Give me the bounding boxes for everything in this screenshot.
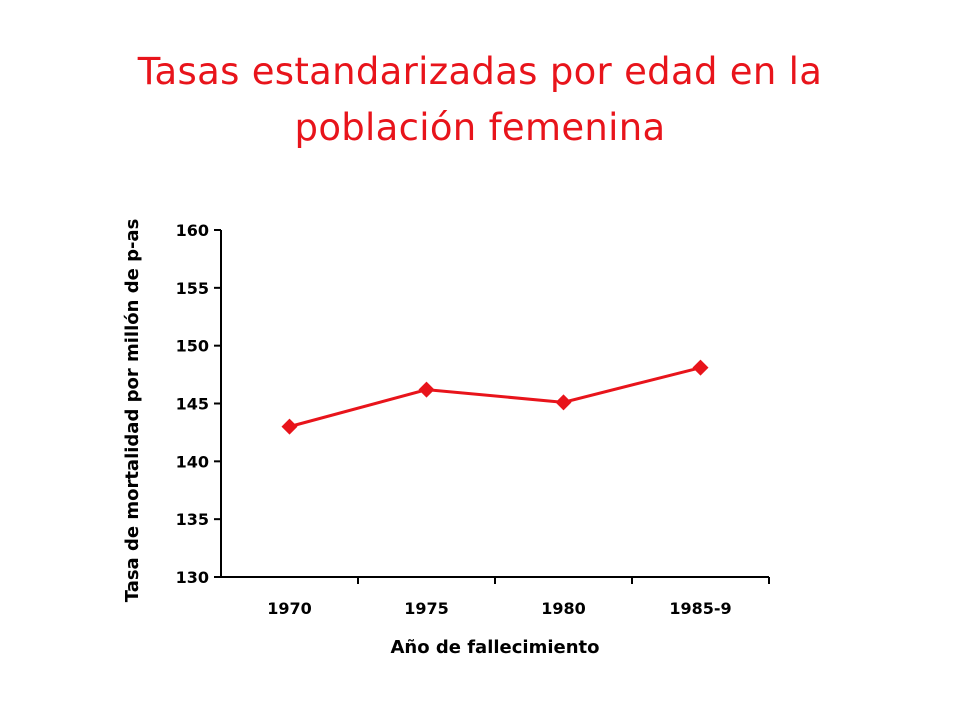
x-tick-label: 1975 [404, 599, 449, 618]
y-axis-ticks: 130 135 140 145 150 155 160 [176, 221, 221, 587]
data-point-marker [281, 418, 298, 435]
slide-title-line-1: Tasas estandarizadas por edad en la [137, 50, 823, 93]
x-axis-ticks: 1970 1975 1980 1985-9 [267, 577, 770, 618]
chart-axes [220, 230, 769, 578]
y-axis-title: Tasa de mortalidad por millón de p-as [122, 219, 143, 603]
slide-title-line-2: población femenina [294, 106, 666, 149]
x-tick-label: 1980 [541, 599, 586, 618]
y-tick-label: 130 [176, 568, 209, 587]
y-tick-label: 135 [176, 510, 209, 529]
x-tick-label: 1985-9 [669, 599, 731, 618]
slide-title: Tasas estandarizadas por edad en la pobl… [0, 44, 960, 156]
y-tick-label: 140 [176, 452, 209, 471]
series-layer [281, 359, 709, 435]
y-tick-label: 160 [176, 221, 209, 240]
data-point-marker [418, 381, 435, 398]
y-tick-label: 145 [176, 395, 209, 414]
x-axis-title: Año de fallecimiento [390, 637, 599, 658]
x-tick-label: 1970 [267, 599, 312, 618]
y-tick-label: 155 [176, 279, 209, 298]
data-point-marker [692, 359, 709, 376]
y-tick-label: 150 [176, 337, 209, 356]
data-point-marker [555, 394, 572, 411]
series-line [289, 366, 701, 429]
